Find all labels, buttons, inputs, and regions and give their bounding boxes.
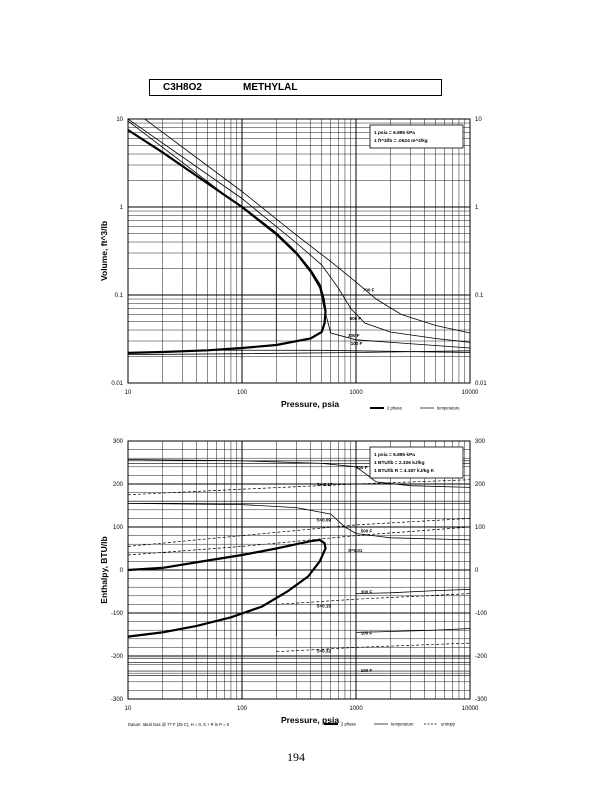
enthalpy-y-tick-label: 300 [113, 439, 124, 445]
volume-x-axis-label: Pressure, psia [281, 399, 339, 409]
volume-x-tick-label: 10000 [462, 390, 479, 396]
enthalpy-curve-label: S=0.15 [316, 603, 331, 608]
volume-x-tick-label: 100 [237, 390, 248, 396]
enthalpy-y-tick-label: 100 [113, 525, 124, 531]
volume-plot-frame [127, 118, 471, 384]
volume-info-box-line: 1 psia = 6.895 kPa [374, 130, 415, 136]
enthalpy-series-500-f [127, 503, 471, 541]
enthalpy-series-s-0-09 [127, 518, 471, 547]
volume-legend-label: 2 phase [387, 406, 403, 411]
enthalpy-y-tick-label: -200 [111, 654, 124, 660]
chemical-formula: C3H8O2 [163, 82, 202, 93]
enthalpy-y-tick-label-right: 200 [475, 482, 486, 488]
enthalpy-curve-label: 700 F [356, 465, 368, 470]
volume-series-100-f [207, 349, 471, 353]
volume-x-tick-label: 10 [125, 390, 132, 396]
enthalpy-curve-label: 500 F [361, 528, 373, 533]
enthalpy-series-700-f [127, 459, 471, 488]
enthalpy-info-box-line: 1 BTU/lb = 2.326 kJ/kg [374, 460, 425, 466]
volume-x-tick-label: 1000 [349, 390, 363, 396]
volume-info-box-line: 1 ft^3/lb = .0624 m^3/kg [374, 138, 428, 144]
enthalpy-series-100-f [355, 628, 471, 633]
enthalpy-legend-label: 2 phase [341, 722, 357, 727]
enthalpy-legend-label: entropy [441, 722, 456, 727]
enthalpy-curve-label: 100 F [361, 630, 373, 635]
enthalpy-y-tick-label: -100 [111, 611, 124, 617]
enthalpy-y-tick-label-right: -300 [475, 697, 488, 703]
enthalpy-y-tick-label: 0 [120, 568, 124, 574]
volume-series-700-f [144, 118, 471, 334]
enthalpy-y-tick-label-right: 0 [475, 568, 479, 574]
enthalpy-curve-label: S=0.32 [316, 648, 331, 653]
enthalpy-curve-label: S=-0.17 [316, 482, 332, 487]
volume-y-tick-label: 0.1 [115, 293, 124, 299]
enthalpy-x-tick-label: 10000 [462, 706, 479, 712]
volume-series-500-f [127, 118, 471, 343]
chemical-name: METHYLAL [243, 82, 298, 93]
volume-curve-label: 700 F [363, 288, 375, 293]
enthalpy-curve-label: 100 F [361, 668, 373, 673]
enthalpy-y-tick-label-right: -200 [475, 654, 488, 660]
volume-series-2-phase [127, 129, 327, 354]
enthalpy-series-300-f [355, 589, 471, 594]
volume-y-tick-label: 1 [120, 205, 124, 211]
enthalpy-info-box [369, 446, 464, 479]
enthalpy-series-s-0-17 [127, 479, 471, 496]
enthalpy-series-s-0-15 [276, 593, 471, 605]
enthalpy-series-2-phase [127, 538, 327, 638]
volume-y-tick-label-right: 0.01 [475, 381, 487, 387]
volume-y-tick-label: 10 [116, 117, 123, 123]
enthalpy-series-s-0-32 [276, 642, 471, 653]
enthalpy-x-tick-label: 10 [125, 706, 132, 712]
enthalpy-x-tick-label: 100 [237, 706, 248, 712]
enthalpy-y-tick-label-right: 100 [475, 525, 486, 531]
enthalpy-curve-label: S=0.01 [348, 548, 363, 553]
volume-series-300-f [127, 120, 471, 349]
enthalpy-legend-label: temperature [391, 722, 414, 727]
volume-info-box [369, 124, 464, 149]
enthalpy-y-tick-label: 200 [113, 482, 124, 488]
volume-y-tick-label-right: 10 [475, 117, 482, 123]
enthalpy-y-tick-label: -300 [111, 697, 124, 703]
page-number: 194 [287, 750, 305, 764]
volume-curve-label: 500 F [350, 316, 362, 321]
enthalpy-y-tick-label-right: -100 [475, 611, 488, 617]
enthalpy-x-axis-label: Pressure, psia [281, 715, 339, 725]
enthalpy-curve-label: 300 F [361, 590, 373, 595]
chart-title-box: C3H8O2 METHYLAL [149, 79, 442, 96]
volume-y-tick-label-right: 0.1 [475, 293, 484, 299]
enthalpy-info-box-line: 1 psia = 6.895 kPa [374, 452, 415, 458]
enthalpy-series-s-0-01 [127, 526, 471, 556]
volume-curve-label: 300 F [348, 333, 360, 338]
enthalpy-curve-label: S=0.09 [316, 517, 331, 522]
volume-curve-label: 100 F [351, 341, 363, 346]
enthalpy-y-tick-label-right: 300 [475, 439, 486, 445]
volume-y-tick-label: 0.01 [111, 381, 123, 387]
volume-legend-label: temperature [437, 406, 460, 411]
volume-y-tick-label-right: 1 [475, 205, 479, 211]
volume-y-axis-label: Volume, ft^3/lb [99, 221, 109, 281]
enthalpy-x-tick-label: 1000 [349, 706, 363, 712]
enthalpy-y-axis-label: Enthalpy, BTU/lb [99, 536, 109, 603]
enthalpy-info-box-line: 1 BTU/lb R = 4.187 kJ/kg K [374, 468, 435, 474]
enthalpy-footnote: Datum: Ideal Gas @ 77 F (25 C), H = 0, S… [128, 722, 230, 727]
